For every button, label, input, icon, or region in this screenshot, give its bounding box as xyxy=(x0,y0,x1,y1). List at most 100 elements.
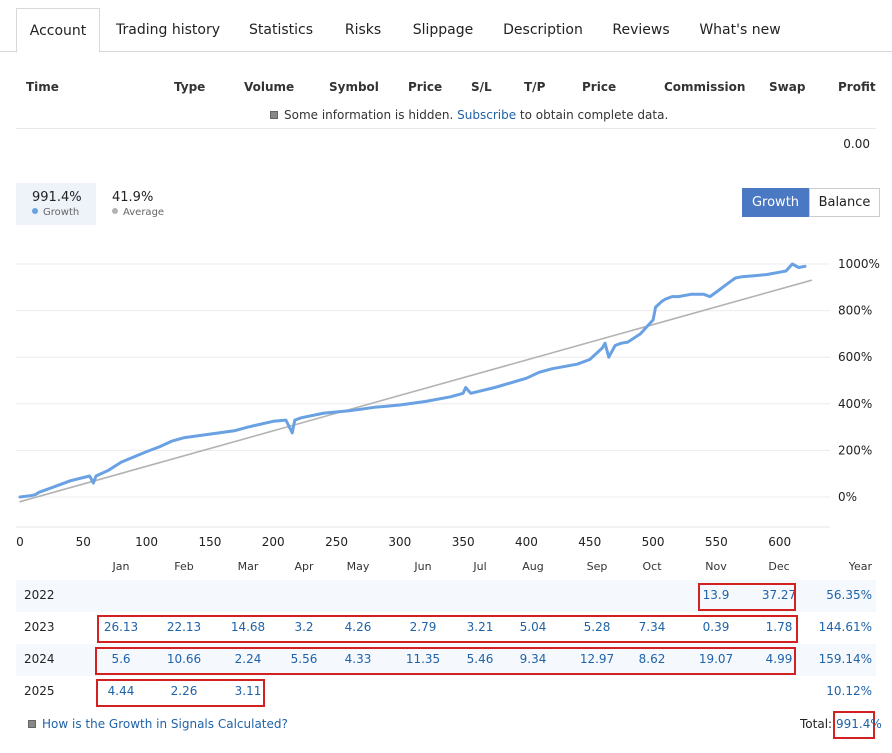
year-label: 2024 xyxy=(24,652,55,666)
highlight-box-2023 xyxy=(97,615,798,643)
x-tick-label: 0 xyxy=(16,535,24,549)
year-total[interactable]: 10.12% xyxy=(826,684,872,698)
total-value[interactable]: 991.4% xyxy=(836,717,882,731)
year-row-2025: 2025 4.44 2.26 3.11 10.12% xyxy=(16,676,876,708)
x-tick-label: 450 xyxy=(578,535,601,549)
average-stat[interactable]: 41.9% Average xyxy=(96,183,186,225)
month-return-cell[interactable]: 4.26 xyxy=(344,620,372,634)
header-type[interactable]: Type xyxy=(174,80,206,94)
month-header-jun: Jun xyxy=(414,560,432,573)
x-tick-label: 250 xyxy=(325,535,348,549)
tab-slippage[interactable]: Slippage xyxy=(412,22,474,38)
x-tick-label: 600 xyxy=(768,535,791,549)
month-return-cell[interactable]: 3.2 xyxy=(294,620,314,634)
growth-series-line xyxy=(18,262,807,499)
year-label: 2023 xyxy=(24,620,55,634)
tab-description[interactable]: Description xyxy=(503,22,583,38)
month-return-cell[interactable]: 22.13 xyxy=(166,620,202,634)
balance-toggle-button[interactable]: Balance xyxy=(809,188,880,217)
growth-dot-icon xyxy=(32,208,38,214)
year-total[interactable]: 56.35% xyxy=(826,588,872,602)
month-return-cell[interactable]: 4.44 xyxy=(107,684,135,698)
month-header-aug: Aug xyxy=(522,560,544,573)
x-tick-label: 200 xyxy=(262,535,285,549)
month-return-cell[interactable]: 8.62 xyxy=(638,652,666,666)
tab-risks[interactable]: Risks xyxy=(344,22,382,38)
month-return-cell[interactable]: 19.07 xyxy=(698,652,734,666)
year-label: 2025 xyxy=(24,684,55,698)
month-return-cell[interactable]: 5.28 xyxy=(583,620,611,634)
info-icon xyxy=(270,111,278,119)
month-return-cell[interactable]: 5.04 xyxy=(519,620,547,634)
month-return-cell[interactable]: 5.6 xyxy=(111,652,131,666)
x-tick-label: 400 xyxy=(515,535,538,549)
growth-toggle-button[interactable]: Growth xyxy=(742,188,809,217)
month-return-cell[interactable]: 3.21 xyxy=(466,620,494,634)
month-return-cell[interactable]: 14.68 xyxy=(230,620,266,634)
highlight-box-total xyxy=(833,711,875,739)
month-return-cell[interactable]: 12.97 xyxy=(579,652,615,666)
month-return-cell[interactable]: 9.34 xyxy=(519,652,547,666)
header-symbol[interactable]: Symbol xyxy=(329,80,379,94)
month-return-cell[interactable]: 1.78 xyxy=(765,620,793,634)
month-return-cell[interactable]: 26.13 xyxy=(103,620,139,634)
month-return-cell[interactable]: 5.46 xyxy=(466,652,494,666)
month-header-jan: Jan xyxy=(112,560,130,573)
growth-label: Growth xyxy=(43,207,80,218)
x-tick-label: 350 xyxy=(452,535,475,549)
highlight-box-2025 xyxy=(96,679,265,707)
header-commission[interactable]: Commission xyxy=(664,80,746,94)
tab-account[interactable]: Account xyxy=(16,8,100,53)
month-header-may: May xyxy=(346,560,370,573)
growth-calculation-link[interactable]: How is the Growth in Signals Calculated? xyxy=(42,717,288,731)
header-profit[interactable]: Profit xyxy=(838,80,876,94)
divider xyxy=(16,128,876,129)
month-return-cell[interactable]: 7.34 xyxy=(638,620,666,634)
header-volume[interactable]: Volume xyxy=(244,80,295,94)
month-return-cell[interactable]: 0.39 xyxy=(702,620,730,634)
header-time[interactable]: Time xyxy=(26,80,59,94)
average-series-line xyxy=(19,279,813,503)
y-tick-label: 200% xyxy=(838,443,872,457)
header-tp[interactable]: T/P xyxy=(524,80,546,94)
year-total[interactable]: 144.61% xyxy=(818,620,872,634)
month-header-jul: Jul xyxy=(473,560,487,573)
subscribe-link[interactable]: Subscribe xyxy=(457,108,517,122)
month-return-cell[interactable]: 5.56 xyxy=(290,652,318,666)
year-label: 2022 xyxy=(24,588,55,602)
month-return-cell[interactable]: 13.9 xyxy=(702,588,730,602)
y-tick-label: 1000% xyxy=(838,257,880,271)
average-label: Average xyxy=(123,207,165,218)
growth-calculation-help[interactable]: How is the Growth in Signals Calculated? xyxy=(28,717,288,731)
tab-reviews[interactable]: Reviews xyxy=(612,22,670,38)
header-sl[interactable]: S/L xyxy=(471,80,492,94)
hidden-info-notice: Some information is hidden. Subscribe to… xyxy=(270,108,668,122)
month-return-cell[interactable]: 2.26 xyxy=(170,684,198,698)
x-tick-label: 550 xyxy=(705,535,728,549)
tab-whats-new[interactable]: What's new xyxy=(699,22,781,38)
month-return-cell[interactable]: 37.27 xyxy=(761,588,797,602)
month-return-cell[interactable]: 4.99 xyxy=(765,652,793,666)
month-return-cell[interactable]: 3.11 xyxy=(234,684,262,698)
help-icon xyxy=(28,720,36,728)
tab-trading-history[interactable]: Trading history xyxy=(116,22,220,38)
month-header-feb: Feb xyxy=(174,560,194,573)
month-return-cell[interactable]: 4.33 xyxy=(344,652,372,666)
tab-statistics[interactable]: Statistics xyxy=(249,22,313,38)
x-tick-label: 150 xyxy=(198,535,221,549)
y-tick-label: 400% xyxy=(838,397,872,411)
header-close-price[interactable]: Price xyxy=(582,80,617,94)
header-price[interactable]: Price xyxy=(408,80,443,94)
month-return-cell[interactable]: 11.35 xyxy=(405,652,441,666)
header-swap[interactable]: Swap xyxy=(769,80,806,94)
month-header-sep: Sep xyxy=(586,560,608,573)
x-tick-label: 300 xyxy=(388,535,411,549)
year-row-2022: 2022 13.9 37.27 56.35% xyxy=(16,580,876,612)
month-header-dec: Dec xyxy=(768,560,790,573)
average-dot-icon xyxy=(112,208,118,214)
month-return-cell[interactable]: 2.79 xyxy=(409,620,437,634)
year-total[interactable]: 159.14% xyxy=(818,652,872,666)
month-return-cell[interactable]: 10.66 xyxy=(166,652,202,666)
month-return-cell[interactable]: 2.24 xyxy=(234,652,262,666)
growth-stat[interactable]: 991.4% Growth xyxy=(16,183,96,225)
